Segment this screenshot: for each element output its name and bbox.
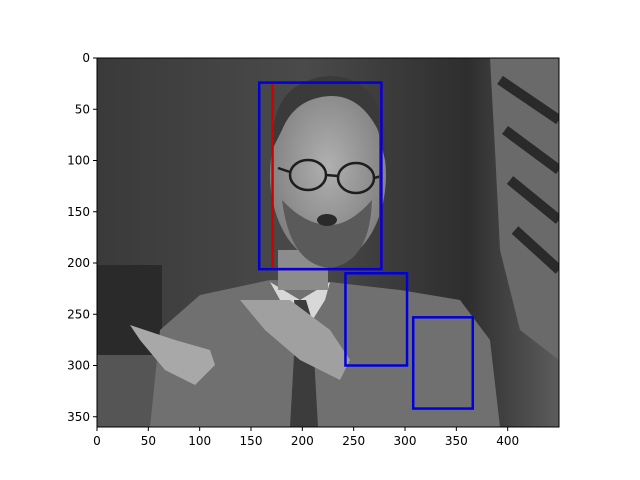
- y-tick-label: 100: [67, 154, 90, 168]
- x-tick-label: 50: [141, 434, 156, 448]
- photo: [97, 58, 559, 427]
- flag-stripes: [497, 75, 559, 274]
- x-tick-label: 250: [342, 434, 365, 448]
- axes-frame: [96, 57, 560, 428]
- bounding-boxes: [257, 81, 475, 410]
- y-tick-label: 50: [75, 102, 90, 116]
- x-tick-label: 0: [93, 434, 101, 448]
- y-tick-label: 0: [82, 51, 90, 65]
- y-axis: 0 50 100 150 200 250 300 350: [67, 51, 97, 424]
- y-tick-label: 250: [67, 307, 90, 321]
- bounding-box-4: [411, 316, 475, 410]
- x-tick-label: 300: [394, 434, 417, 448]
- x-tick-label: 200: [291, 434, 314, 448]
- x-axis: 0 50 100 150 200 250 300 350 400: [93, 427, 519, 448]
- x-tick-label: 400: [496, 434, 519, 448]
- right-hand: [240, 300, 350, 380]
- y-tick-label: 350: [67, 410, 90, 424]
- bounding-box-2: [257, 81, 383, 271]
- left-hand: [130, 325, 215, 385]
- hair: [271, 76, 386, 160]
- bounding-box-3: [344, 272, 409, 367]
- y-tick-label: 200: [67, 256, 90, 270]
- mouth: [317, 214, 337, 226]
- beard: [282, 200, 372, 268]
- x-tick-label: 100: [188, 434, 211, 448]
- x-tick-label: 150: [240, 434, 263, 448]
- x-tick-label: 350: [445, 434, 468, 448]
- y-tick-label: 300: [67, 359, 90, 373]
- y-tick-label: 150: [67, 205, 90, 219]
- bench: [97, 355, 157, 427]
